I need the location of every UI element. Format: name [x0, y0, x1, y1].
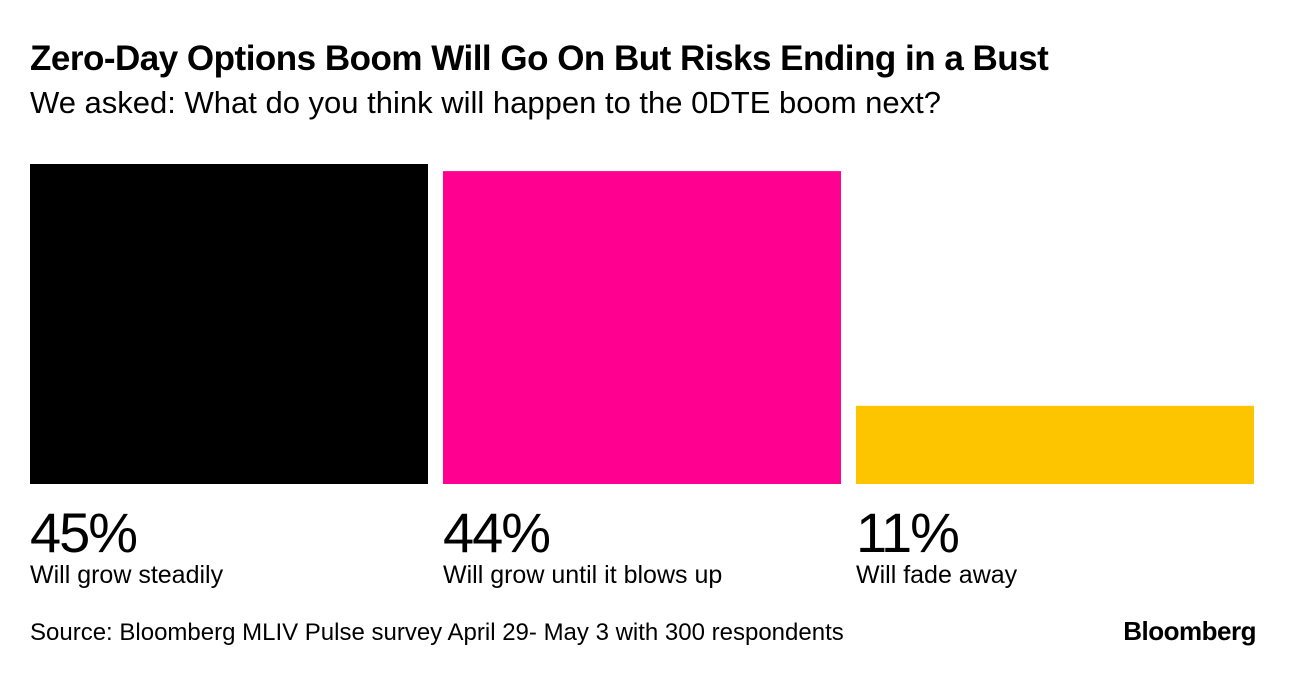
value-label-3: 11%: [856, 501, 958, 564]
bar-2: [443, 171, 841, 484]
source-note: Source: Bloomberg MLIV Pulse survey Apri…: [30, 619, 844, 646]
category-label-1: Will grow steadily: [30, 561, 224, 589]
bar-3: [856, 405, 1254, 484]
chart-title: Zero-Day Options Boom Will Go On But Ris…: [30, 39, 1049, 78]
bloomberg-logo: Bloomberg: [1123, 616, 1256, 646]
bar-1: [30, 164, 428, 484]
category-label-3: Will fade away: [856, 561, 1018, 589]
chart-subtitle: We asked: What do you think will happen …: [30, 85, 941, 120]
value-label-1: 45%: [30, 501, 136, 564]
value-label-2: 44%: [443, 501, 549, 564]
category-label-2: Will grow until it blows up: [443, 561, 722, 589]
